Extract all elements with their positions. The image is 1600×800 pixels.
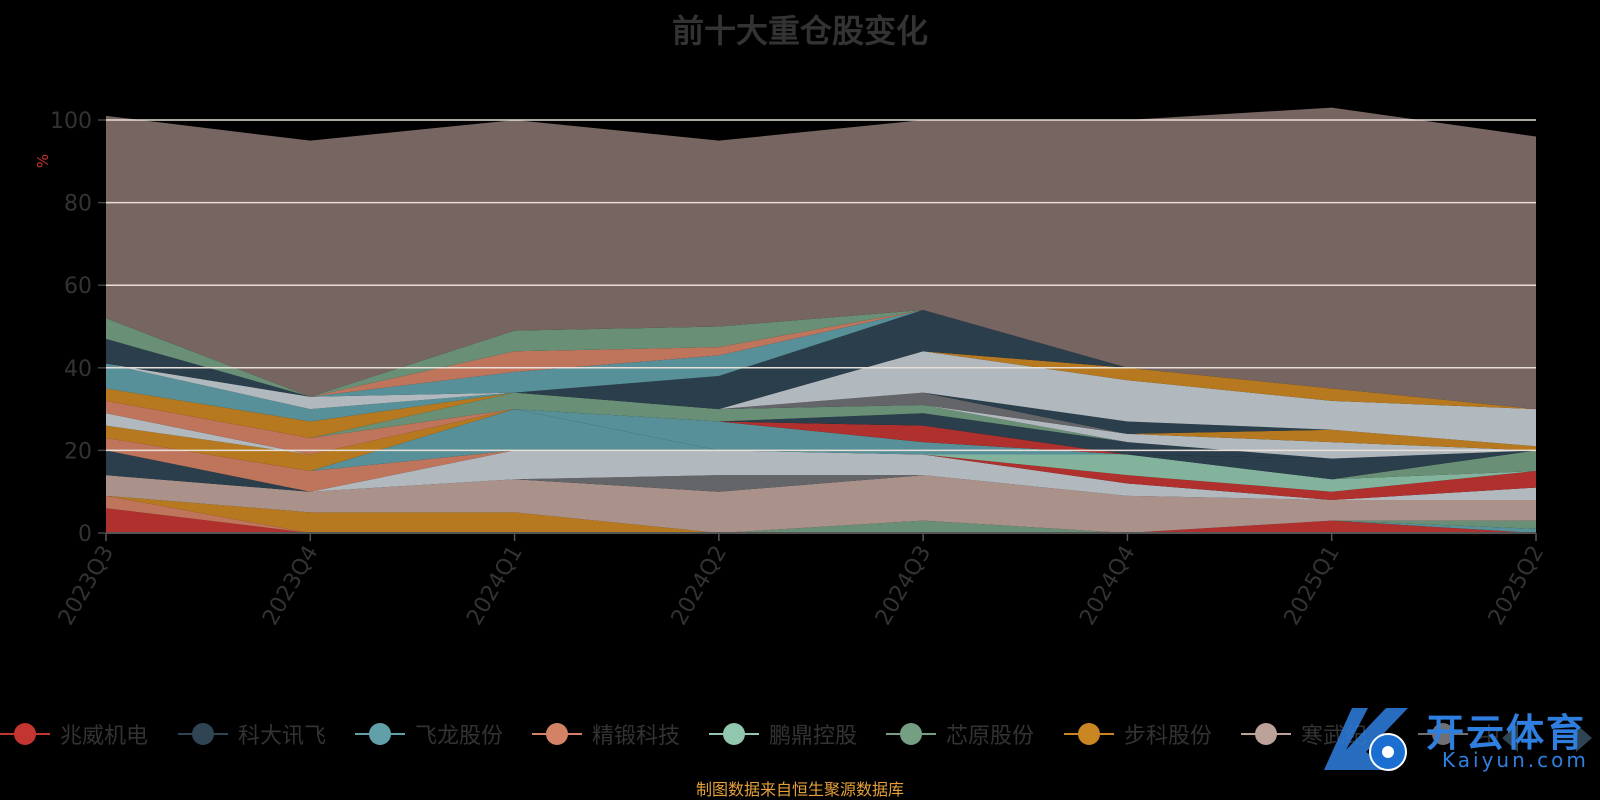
- area-series-37: [106, 309, 1536, 410]
- legend-item[interactable]: 飞龙股份: [355, 716, 503, 752]
- area-series-8: [106, 475, 1536, 500]
- legend-label: 鹏鼎控股: [769, 724, 858, 749]
- area-series-32: [106, 351, 1536, 447]
- area-series-23: [106, 392, 1536, 459]
- area-series-22: [106, 400, 1536, 459]
- area-series-33: [106, 351, 1536, 410]
- legend-marker-icon: [1064, 723, 1114, 745]
- legend-item[interactable]: 精锻科技: [532, 716, 680, 752]
- legend-item[interactable]: 科大讯飞: [178, 716, 326, 752]
- legend-marker-icon: [709, 723, 759, 745]
- legend-marker-icon: [886, 723, 936, 745]
- watermark-logo: 开云体育 Kaiyun.com: [1316, 700, 1596, 780]
- kaiyun-logo-icon: [1324, 708, 1408, 771]
- legend-marker-icon: [178, 723, 228, 745]
- legend-marker-icon: [0, 723, 50, 745]
- stacked-area-chart: 0 20 40 60 80 100% 2023Q3 2023Q4 2024Q1 2024Q2 202…: [34, 107, 1549, 630]
- legend-marker-icon: [532, 723, 582, 745]
- legend-label: 芯原股份: [946, 724, 1035, 749]
- area-series-21: [106, 409, 1536, 459]
- watermark-text: 开云体育: [1426, 711, 1587, 755]
- y-axis-unit-label: %: [34, 154, 52, 168]
- legend-label: 中: [1478, 724, 1501, 749]
- x-tick-label-5: 2024Q4: [1075, 542, 1140, 630]
- legend-item[interactable]: 中: [1418, 716, 1500, 752]
- y-tick-label-4: 80: [64, 192, 92, 217]
- area-series-7: [106, 475, 1536, 533]
- area-series-12: [106, 450, 1536, 492]
- legend-item[interactable]: 步科股份: [1064, 716, 1212, 752]
- x-tick-label-2: 2024Q1: [462, 542, 527, 630]
- x-tick-label-6: 2025Q1: [1280, 542, 1345, 630]
- area-series-28: [106, 388, 1536, 447]
- area-series-26: [106, 388, 1536, 451]
- legend-label: 兆威机电: [60, 724, 149, 749]
- legend-label: 步科股份: [1124, 724, 1213, 749]
- area-series-29: [106, 363, 1536, 447]
- y-tick-label-1: 20: [64, 439, 92, 464]
- area-series-0: [106, 508, 1536, 533]
- chart-title: 前十大重仓股变化: [671, 12, 928, 50]
- area-series-38: [106, 309, 1536, 410]
- x-tick-label-0: 2023Q3: [54, 542, 119, 630]
- area-series-10: [106, 450, 1536, 500]
- y-tick-label-3: 60: [64, 274, 92, 299]
- y-tick-label-5: 100: [50, 109, 92, 134]
- area-series-6: [106, 495, 1536, 533]
- legend-label: 科大讯飞: [238, 724, 327, 749]
- data-source-note: 制图数据来自恒生聚源数据库: [695, 780, 904, 799]
- legend-item[interactable]: 兆威机电: [0, 716, 148, 752]
- area-series-11: [106, 450, 1536, 500]
- legend-item[interactable]: 鹏鼎控股: [709, 716, 857, 752]
- y-tick-label-0: 0: [78, 522, 92, 547]
- legend-label: 飞龙股份: [415, 724, 504, 749]
- legend-marker-icon: [1418, 723, 1468, 745]
- area-series-40: [106, 107, 1536, 410]
- x-tick-label-7: 2025Q2: [1484, 542, 1549, 630]
- x-tick-label-4: 2024Q3: [871, 542, 936, 630]
- legend-next-arrow-icon[interactable]: [1576, 724, 1592, 752]
- legend-label: 精锻科技: [592, 724, 681, 749]
- area-series-15: [106, 438, 1536, 492]
- legend-item[interactable]: 芯原股份: [886, 716, 1034, 752]
- legend-prev-arrow-icon[interactable]: [1502, 724, 1518, 752]
- area-series-24: [106, 392, 1536, 459]
- x-tick-label-3: 2024Q2: [667, 542, 732, 630]
- area-series-19: [106, 409, 1536, 459]
- x-tick-label-1: 2023Q4: [258, 542, 323, 630]
- watermark-domain: Kaiyun.com: [1442, 748, 1589, 772]
- y-tick-label-2: 40: [64, 357, 92, 382]
- legend-marker-icon: [355, 723, 405, 745]
- area-series-17: [106, 409, 1536, 472]
- area-series-36: [106, 309, 1536, 410]
- legend-marker-icon: [1241, 723, 1291, 745]
